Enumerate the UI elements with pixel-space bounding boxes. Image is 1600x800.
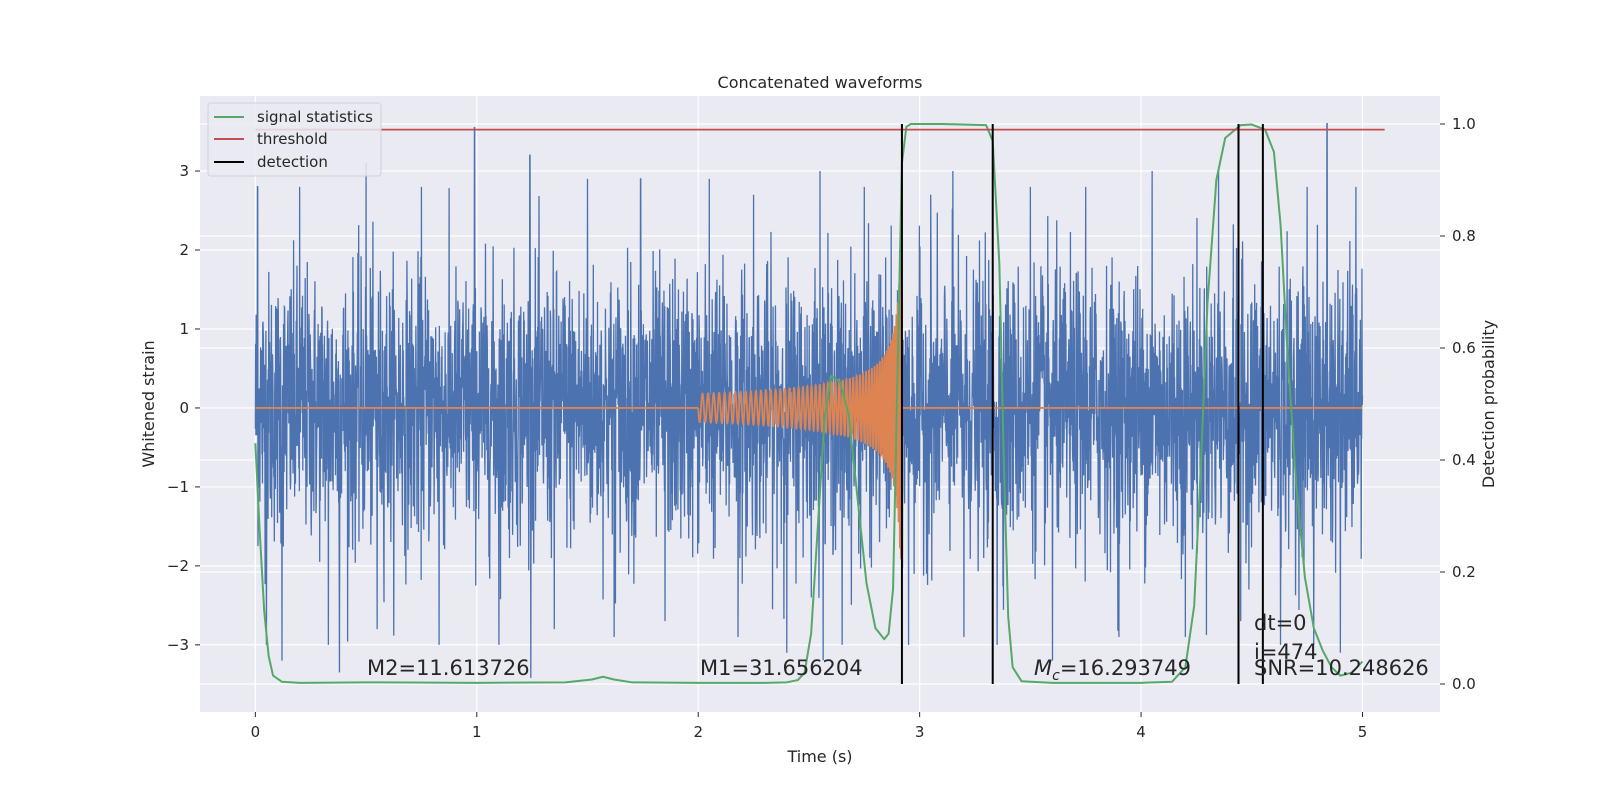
axis-ticks: 0 1 2 3 4 5 −3 −2 −1 0 1 2 3 0.0 0.2 0.4 0.6 0.8 1.0 — [167, 115, 1476, 741]
template-line — [255, 250, 1363, 561]
x-axis-label: Time (s) — [786, 747, 852, 766]
y2-tick-label: 0.8 — [1452, 227, 1476, 245]
legend: signal statistics threshold detection — [207, 102, 382, 177]
chart-title: Concatenated waveforms — [718, 73, 923, 92]
annotation-mc-value: =16.293749 — [1060, 656, 1191, 680]
whitened-strain-series — [254, 122, 1364, 678]
x-tick-label: 4 — [1136, 723, 1146, 741]
y2-tick-label: 0.4 — [1452, 451, 1476, 469]
x-tick-label: 5 — [1358, 723, 1368, 741]
x-tick-label: 3 — [915, 723, 925, 741]
y2-tick-label: 0.2 — [1452, 563, 1476, 581]
annotation-m2: M2=11.613726 — [367, 656, 530, 680]
x-tick-label: 0 — [251, 723, 261, 741]
annotation-snr: SNR=10.248626 — [1254, 656, 1429, 680]
y2-tick-label: 1.0 — [1452, 115, 1476, 133]
legend-box — [207, 102, 382, 177]
y-tick-label: 0 — [179, 399, 189, 417]
annotation-mc: Mc=16.293749 — [1034, 656, 1191, 684]
legend-label-threshold: threshold — [257, 130, 328, 148]
y2-tick-label: 0.0 — [1452, 675, 1476, 693]
y-tick-label: 2 — [179, 241, 189, 259]
signal-statistics-line — [254, 123, 1364, 684]
y-tick-label: −3 — [167, 636, 189, 654]
y-tick-label: 1 — [179, 320, 189, 338]
annotation-m1: M1=31.656204 — [700, 656, 863, 680]
strain-line — [254, 122, 1364, 678]
signal-statistics-series — [254, 123, 1364, 684]
annotation-index: i=474 — [1254, 640, 1318, 664]
x-tick-label: 1 — [472, 723, 482, 741]
y-axis-label: Whitened strain — [139, 340, 158, 467]
detection-series — [900, 124, 1264, 684]
legend-label-detection: detection — [257, 153, 328, 171]
annotation-dt: dt=0 — [1254, 611, 1307, 635]
y-tick-label: −1 — [167, 478, 189, 496]
y2-tick-label: 0.6 — [1452, 339, 1476, 357]
y-tick-label: −2 — [167, 557, 189, 575]
annotation-mc-symbol: M — [1034, 656, 1052, 680]
legend-label-signal-statistics: signal statistics — [257, 108, 373, 126]
template-waveform-series — [255, 250, 1363, 561]
y-tick-label: 3 — [179, 162, 189, 180]
annotation-mc-subscript: c — [1052, 668, 1060, 684]
y2-axis-label: Detection probability — [1479, 320, 1498, 488]
x-tick-label: 2 — [693, 723, 703, 741]
